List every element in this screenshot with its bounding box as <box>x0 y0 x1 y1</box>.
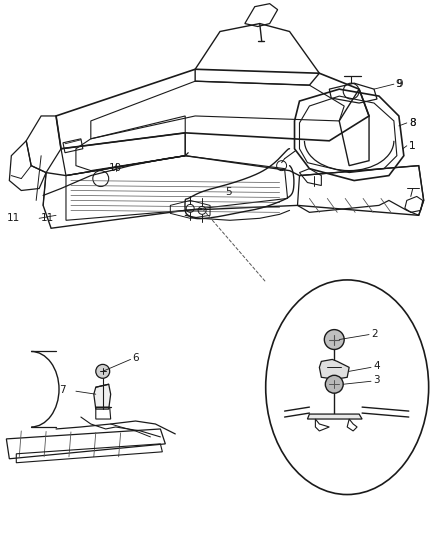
Polygon shape <box>307 414 362 419</box>
Text: 10: 10 <box>109 163 122 173</box>
Circle shape <box>325 375 343 393</box>
Text: 1: 1 <box>409 141 415 151</box>
Text: 5: 5 <box>225 188 232 197</box>
Polygon shape <box>319 359 349 379</box>
Text: 11: 11 <box>41 213 54 223</box>
Text: 1: 1 <box>409 141 415 151</box>
Ellipse shape <box>266 280 429 495</box>
Text: 3: 3 <box>373 375 380 385</box>
Text: 11: 11 <box>7 213 20 223</box>
Text: 9: 9 <box>396 79 403 89</box>
Text: 8: 8 <box>409 118 415 128</box>
Text: 4: 4 <box>373 361 380 372</box>
Text: 8: 8 <box>409 118 415 128</box>
Circle shape <box>96 365 110 378</box>
Polygon shape <box>94 384 111 409</box>
Circle shape <box>324 329 344 350</box>
Text: 9: 9 <box>397 79 403 89</box>
Text: 7: 7 <box>59 385 66 395</box>
Text: 6: 6 <box>133 353 139 364</box>
Text: 2: 2 <box>371 328 378 338</box>
